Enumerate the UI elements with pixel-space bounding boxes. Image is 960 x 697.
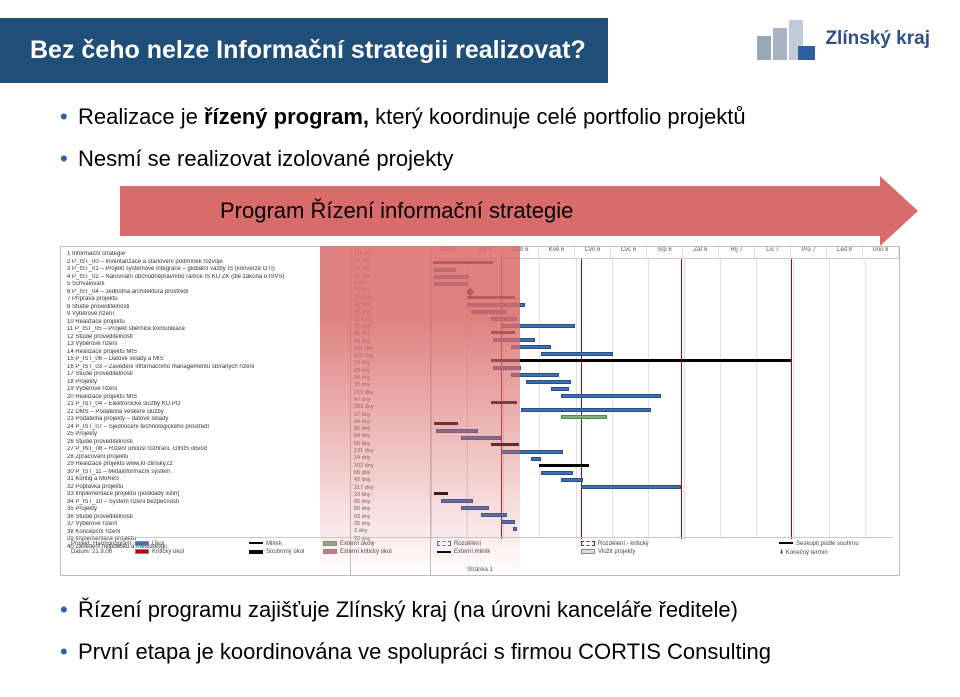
bullet-1: Realizace je řízený program, který koord…: [60, 103, 900, 131]
gantt-chart: 1 Informační strategie2 P_IST_00 – Inven…: [60, 246, 900, 576]
logo-text: Zlínský kraj: [825, 29, 930, 49]
gantt-legend: Projekt: Harmonogram Úkol Milník Externí…: [67, 537, 893, 571]
logo-icon: [757, 18, 815, 60]
arrow-label: Program Řízení informační strategie: [220, 198, 573, 224]
bullet-1-suffix: který koordinuje celé portfolio projektů: [369, 104, 746, 129]
slide-title: Bez čeho nelze Informační strategii real…: [0, 18, 608, 83]
bullet-1-prefix: Realizace je: [78, 104, 204, 129]
bullet-4: První etapa je koordinována ve spoluprác…: [60, 638, 900, 666]
bullet-1-bold: řízený program,: [204, 104, 369, 129]
bullet-2: Nesmí se realizovat izolované projekty: [60, 145, 900, 173]
page-number: Stránka 1: [467, 567, 493, 573]
program-arrow: Program Řízení informační strategie: [120, 186, 900, 236]
bullet-3: Řízení programu zajišťuje Zlínský kraj (…: [60, 596, 900, 624]
logo: Zlínský kraj: [757, 18, 930, 60]
